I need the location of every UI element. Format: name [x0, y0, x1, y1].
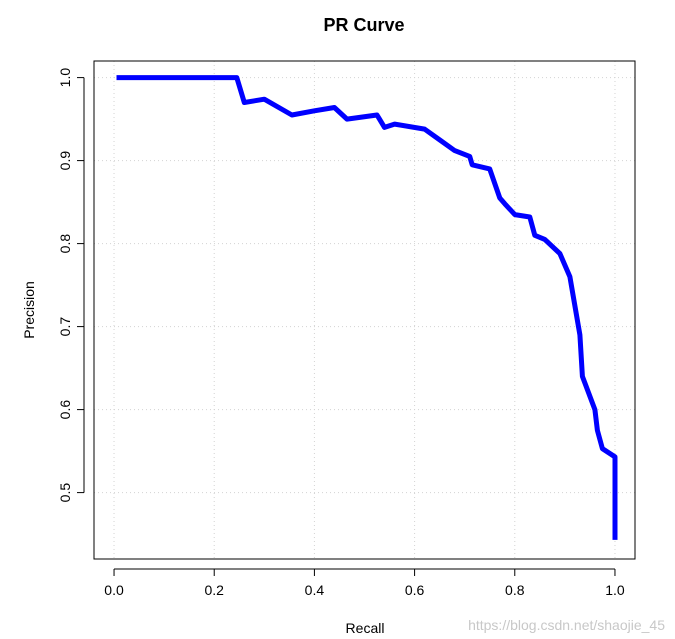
series-layer [116, 75, 618, 540]
y-tick-label: 0.6 [57, 400, 73, 420]
x-axis: 0.0 0.2 0.4 0.6 0.8 1.0 [104, 568, 625, 598]
x-axis-label: Recall [346, 620, 385, 636]
watermark-text: https://blog.csdn.net/shaojie_45 [468, 617, 665, 633]
chart-title: PR Curve [323, 15, 404, 35]
y-axis-label: Precision [21, 281, 37, 339]
y-axis: 0.5 0.6 0.7 0.8 0.9 1.0 [57, 68, 85, 503]
y-tick-label: 0.7 [57, 317, 73, 337]
plot-frame [93, 60, 636, 560]
y-tick-label: 0.8 [57, 234, 73, 254]
y-tick-label: 0.9 [57, 151, 73, 171]
x-tick-label: 0.6 [405, 582, 425, 598]
y-tick-label: 0.5 [57, 483, 73, 503]
x-tick-label: 0.8 [505, 582, 525, 598]
y-tick-label: 1.0 [57, 68, 73, 88]
x-tick-label: 0.4 [305, 582, 325, 598]
x-tick-label: 0.2 [204, 582, 224, 598]
grid-lines [94, 61, 635, 559]
x-tick-label: 1.0 [605, 582, 625, 598]
x-tick-label: 0.0 [104, 582, 124, 598]
series-line-0 [116, 75, 618, 540]
